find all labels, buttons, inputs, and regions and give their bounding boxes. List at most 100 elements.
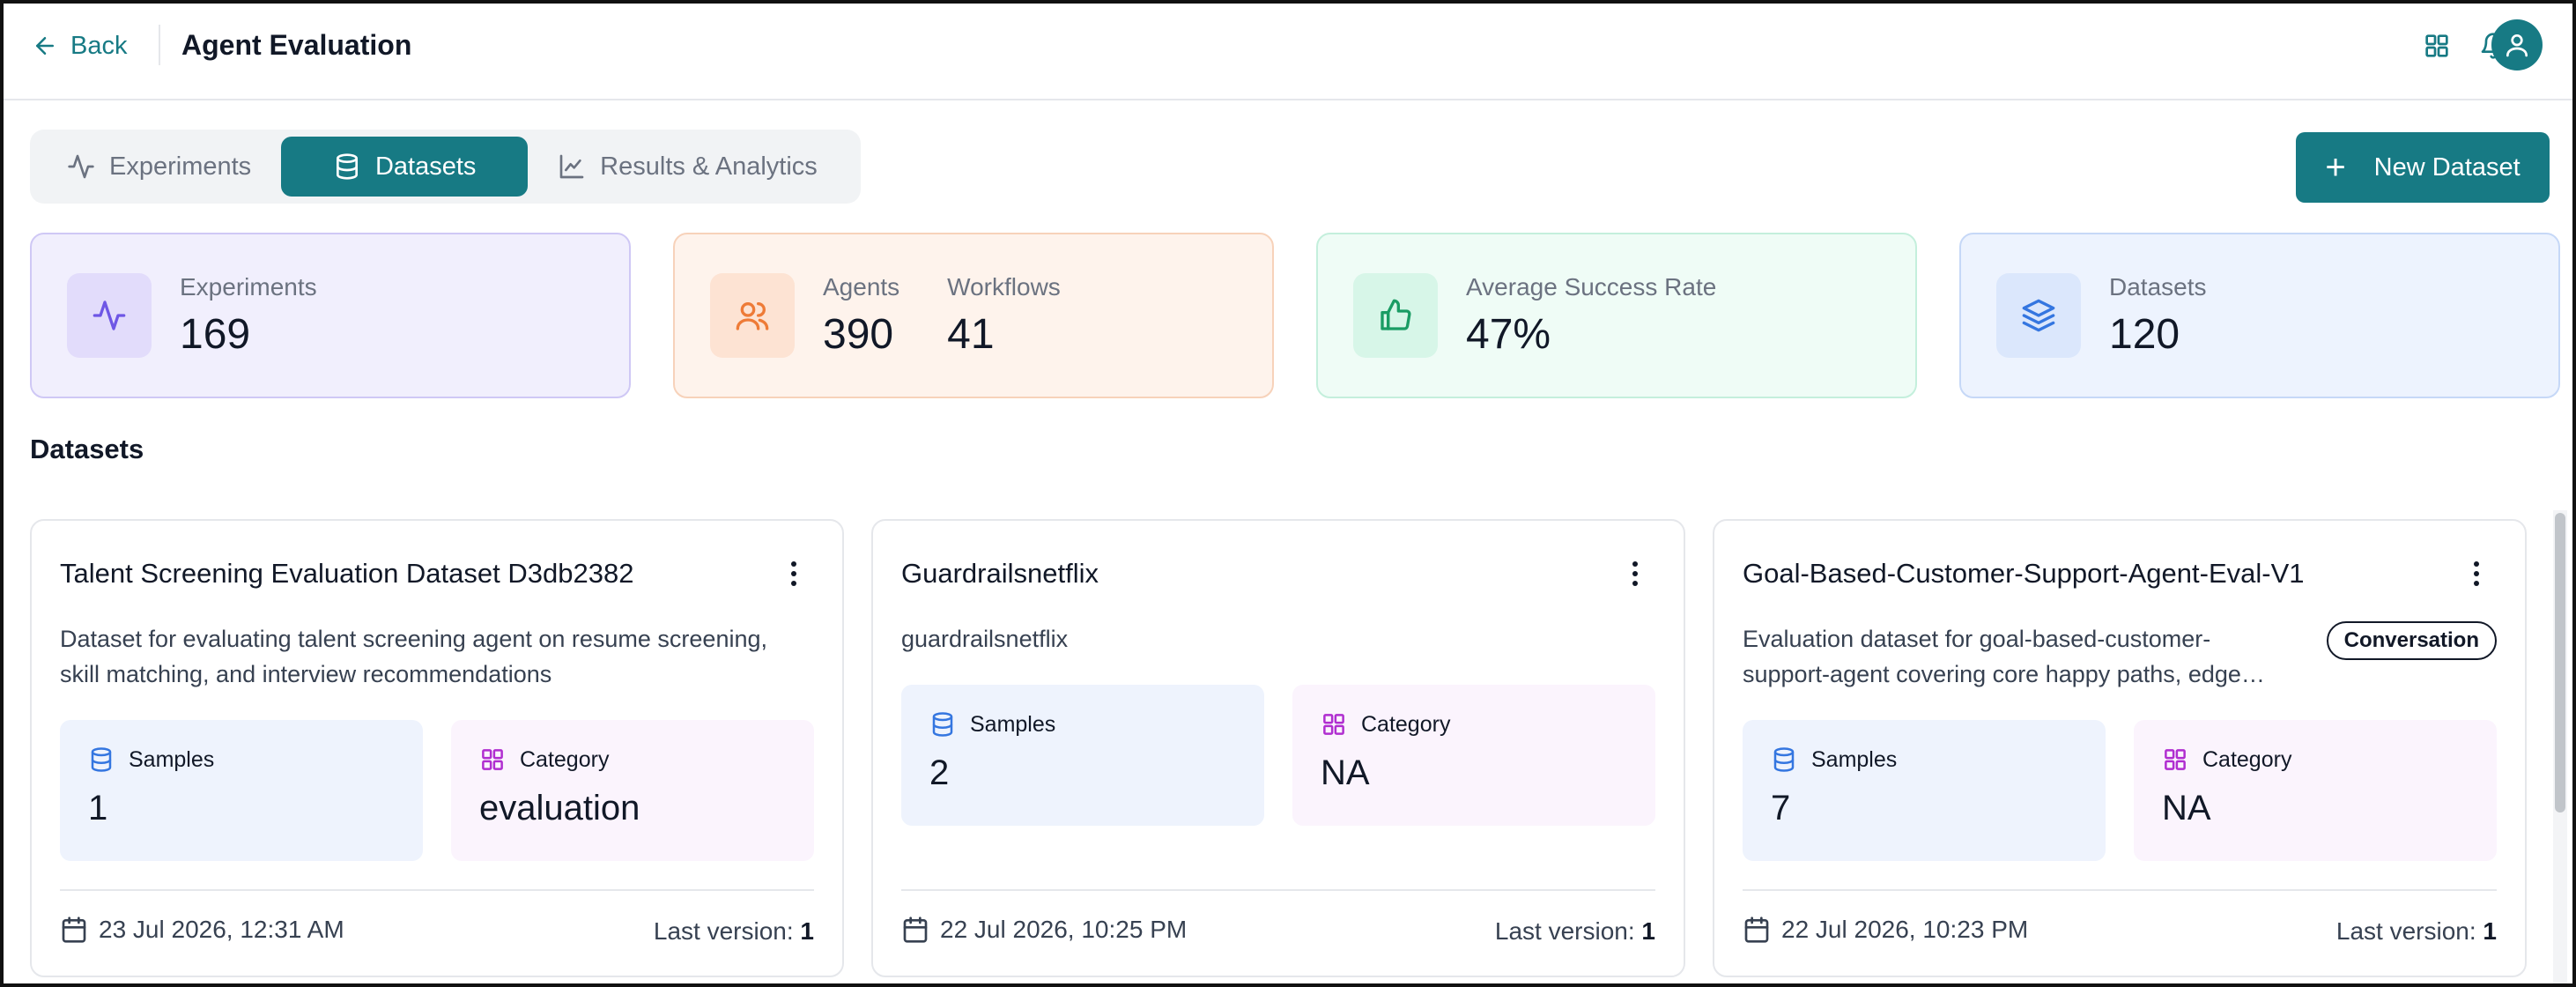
stat-card-success-rate: Average Success Rate 47% bbox=[1316, 233, 1917, 398]
date-text: 23 Jul 2026, 12:31 AM bbox=[99, 916, 344, 943]
samples-value: 2 bbox=[929, 753, 950, 792]
dataset-card[interactable]: Talent Screening Evaluation Dataset D3db… bbox=[30, 519, 844, 977]
samples-label: Samples bbox=[1811, 746, 1898, 772]
divider bbox=[60, 889, 814, 891]
date-text: 22 Jul 2026, 10:25 PM bbox=[940, 916, 1188, 943]
back-label[interactable]: Back bbox=[70, 31, 128, 60]
tab-datasets[interactable]: Datasets bbox=[281, 137, 529, 197]
version-value: 1 bbox=[2483, 917, 2497, 945]
dataset-card[interactable]: Goal-Based-Customer-Support-Agent-Eval-V… bbox=[1713, 519, 2527, 977]
stat-label: Experiments bbox=[180, 272, 317, 301]
last-version: Last version: 1 bbox=[2336, 917, 2497, 946]
calendar-icon bbox=[1744, 916, 1769, 943]
plus-icon: + bbox=[2325, 148, 2346, 187]
category-value: NA bbox=[2162, 789, 2211, 827]
view-tabs: Experiments Datasets Results & Analytics bbox=[30, 130, 861, 204]
database-icon bbox=[1773, 747, 1795, 772]
page-title: Agent Evaluation bbox=[181, 29, 412, 61]
stat-icon-box bbox=[1353, 273, 1438, 358]
category-value: NA bbox=[1321, 753, 1370, 792]
dataset-title[interactable]: Talent Screening Evaluation Dataset D3db… bbox=[60, 558, 634, 589]
avatar[interactable] bbox=[2491, 19, 2543, 70]
database-icon bbox=[932, 712, 953, 737]
samples-label: Samples bbox=[970, 711, 1056, 737]
version-label: Last version: bbox=[1494, 917, 1635, 945]
more-options-icon[interactable] bbox=[1622, 556, 1648, 591]
stat-label: Average Success Rate bbox=[1466, 272, 1717, 301]
user-icon bbox=[2506, 34, 2528, 57]
scrollbar-thumb[interactable] bbox=[2555, 513, 2565, 813]
stat-value: 120 bbox=[2109, 310, 2180, 358]
samples-header: Samples bbox=[88, 746, 423, 773]
stat-multi: Agents 390 Workflows 41 bbox=[795, 273, 1061, 359]
samples-value: 1 bbox=[88, 789, 108, 827]
date-text: 22 Jul 2026, 10:23 PM bbox=[1781, 916, 2029, 943]
stat-icon-box bbox=[710, 273, 795, 358]
dataset-title[interactable]: Guardrailsnetflix bbox=[901, 558, 1099, 589]
category-label: Category bbox=[520, 746, 610, 772]
back-button[interactable]: Back bbox=[32, 28, 127, 63]
more-options-icon[interactable] bbox=[2463, 556, 2490, 591]
samples-value: 7 bbox=[1771, 789, 1791, 827]
stat-group: Average Success Rate 47% bbox=[1466, 273, 1716, 359]
apps-grid-button[interactable] bbox=[2419, 28, 2454, 63]
layers-icon bbox=[2022, 299, 2055, 332]
tab-experiments[interactable]: Experiments bbox=[37, 137, 281, 197]
dataset-date: 23 Jul 2026, 12:31 AM bbox=[60, 916, 344, 944]
grid-icon bbox=[1323, 714, 1344, 735]
stat-group: Datasets 120 bbox=[2109, 273, 2207, 359]
stat-label: Workflows bbox=[947, 272, 1061, 301]
stat-card-experiments: Experiments 169 bbox=[30, 233, 631, 398]
last-version: Last version: 1 bbox=[654, 917, 814, 946]
category-header: Category bbox=[479, 746, 814, 773]
stat-label: Agents bbox=[823, 272, 900, 301]
more-options-icon[interactable] bbox=[781, 556, 807, 591]
samples-box: Samples 7 bbox=[1743, 720, 2106, 861]
stat-value: 390 bbox=[823, 310, 894, 358]
category-box: Category NA bbox=[2134, 720, 2497, 861]
dataset-date: 22 Jul 2026, 10:25 PM bbox=[901, 916, 1187, 944]
dataset-date: 22 Jul 2026, 10:23 PM bbox=[1743, 916, 2028, 944]
stat-card-agents-workflows: Agents 390 Workflows 41 bbox=[673, 233, 1274, 398]
grid-icon bbox=[2425, 34, 2448, 57]
category-value: evaluation bbox=[479, 789, 640, 827]
dataset-description: Evaluation dataset for goal-based-custom… bbox=[1743, 626, 2265, 687]
version-label: Last version: bbox=[653, 917, 794, 945]
last-version: Last version: 1 bbox=[1495, 917, 1655, 946]
grid-icon bbox=[2165, 749, 2186, 770]
dataset-description: guardrailsnetflix bbox=[901, 626, 1069, 652]
category-header: Category bbox=[2162, 746, 2497, 773]
dataset-title[interactable]: Goal-Based-Customer-Support-Agent-Eval-V… bbox=[1743, 558, 2305, 589]
samples-header: Samples bbox=[929, 711, 1264, 738]
category-label: Category bbox=[2202, 746, 2292, 772]
category-header: Category bbox=[1321, 711, 1655, 738]
tab-results-analytics[interactable]: Results & Analytics bbox=[528, 137, 848, 197]
stat-value: 47% bbox=[1466, 310, 1551, 358]
samples-header: Samples bbox=[1771, 746, 2106, 773]
version-label: Last version: bbox=[2335, 917, 2476, 945]
grid-icon bbox=[482, 749, 503, 770]
database-icon bbox=[336, 153, 358, 180]
calendar-icon bbox=[62, 916, 86, 943]
stat-value: 169 bbox=[180, 310, 251, 358]
thumbs-up-icon bbox=[1381, 299, 1411, 330]
stat-icon-box bbox=[1996, 273, 2081, 358]
tab-label: Datasets bbox=[374, 152, 477, 181]
line-chart-icon bbox=[559, 154, 584, 179]
stat-group-agents: Agents 390 bbox=[823, 273, 899, 359]
samples-label: Samples bbox=[129, 746, 215, 772]
calendar-icon bbox=[903, 916, 928, 943]
activity-icon bbox=[68, 154, 94, 179]
dataset-card[interactable]: Guardrailsnetflix guardrailsnetflix Samp… bbox=[871, 519, 1685, 977]
database-icon bbox=[91, 747, 112, 772]
new-dataset-button[interactable]: + New Dataset bbox=[2296, 132, 2550, 203]
category-label: Category bbox=[1361, 711, 1451, 737]
stat-label: Datasets bbox=[2109, 272, 2207, 301]
samples-box: Samples 1 bbox=[60, 720, 423, 861]
section-title: Datasets bbox=[30, 434, 144, 464]
divider bbox=[1743, 889, 2497, 891]
category-box: Category NA bbox=[1292, 685, 1655, 826]
stat-card-datasets: Datasets 120 bbox=[1959, 233, 2560, 398]
stat-value: 41 bbox=[947, 310, 995, 358]
